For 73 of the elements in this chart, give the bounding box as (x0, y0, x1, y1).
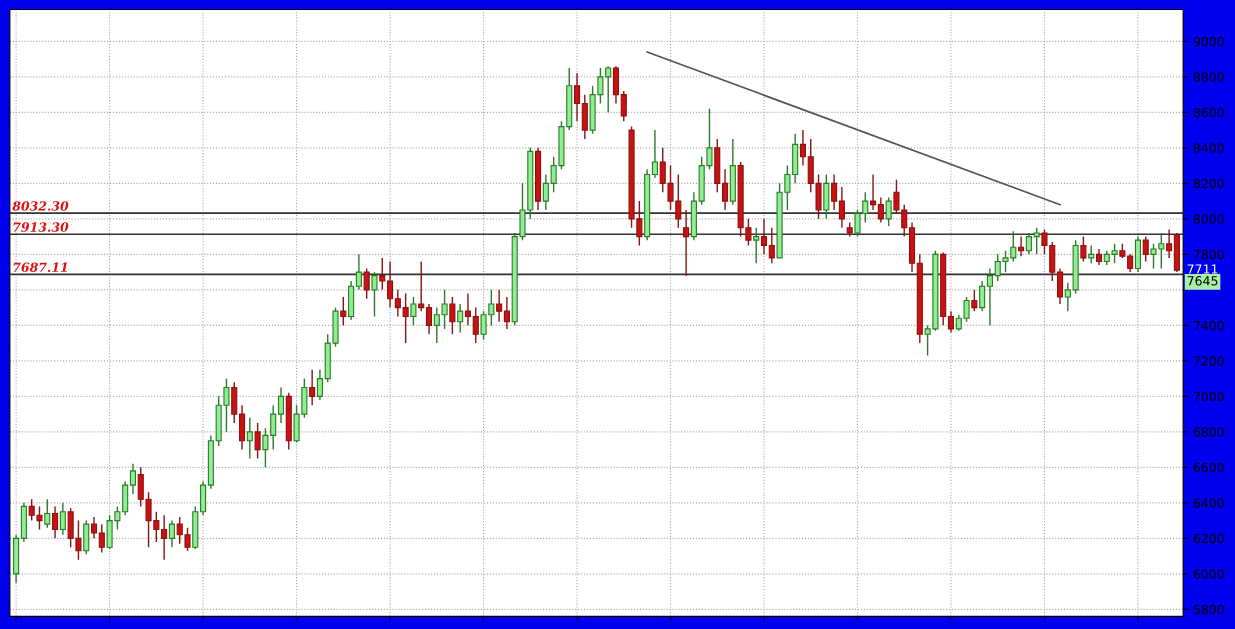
candlestick (44, 498, 51, 529)
candlestick (340, 296, 347, 327)
candlestick (379, 257, 386, 291)
y-tick-label: 7200 (1193, 356, 1224, 366)
candlestick (573, 72, 581, 122)
candlestick (418, 260, 425, 312)
candlestick (753, 227, 760, 264)
candlestick (496, 289, 503, 323)
candlestick (90, 516, 98, 540)
candlestick (1025, 232, 1032, 256)
candlestick (768, 227, 775, 264)
candlestick (1142, 235, 1149, 263)
candlestick (449, 296, 456, 335)
candlestick (425, 303, 433, 335)
ref-line-label: 7687.11 (13, 262, 67, 272)
ref-line-label: 8032.30 (12, 201, 69, 211)
y-tick-label: 6600 (1193, 462, 1224, 473)
candlestick (870, 173, 877, 211)
y-tick-label: 7800 (1193, 249, 1224, 260)
candlestick (831, 173, 838, 211)
candlestick (316, 369, 323, 401)
candlestick (620, 90, 627, 122)
candlestick (760, 218, 768, 256)
candlestick (838, 186, 845, 229)
candlestick (542, 173, 549, 211)
candlestick (52, 505, 59, 540)
candlestick (277, 386, 285, 424)
candlestick (355, 253, 362, 291)
candlestick (1033, 227, 1040, 256)
y-tick-label: 8400 (1193, 143, 1224, 153)
candlestick (363, 267, 370, 300)
candlestick (947, 310, 955, 334)
y-tick-label: 8200 (1193, 178, 1224, 189)
candlestick (722, 168, 729, 211)
candlestick (309, 369, 316, 406)
candlestick (464, 292, 472, 327)
candlestick (651, 129, 658, 179)
candlestick (472, 306, 479, 344)
y-tick-label: 6400 (1193, 498, 1224, 508)
candlestick (885, 196, 892, 227)
candlestick (59, 502, 66, 536)
candlestick (877, 196, 884, 224)
y-tick-label: 6800 (1193, 427, 1224, 437)
y-tick-label: 5800 (1193, 604, 1224, 615)
candlestick (457, 303, 464, 334)
candlestick (161, 514, 168, 561)
candlestick (387, 260, 394, 309)
y-tick-label: 6200 (1193, 533, 1224, 544)
candlestick (503, 296, 510, 330)
candlestick (683, 209, 690, 277)
y-tick-label: 8000 (1193, 214, 1224, 224)
candlestick (254, 422, 261, 460)
y-tick-label: 8800 (1193, 72, 1224, 82)
y-tick-label: 7400 (1193, 320, 1224, 331)
candlestick (129, 463, 137, 495)
y-tick-label: 8600 (1193, 107, 1224, 118)
candlestick (168, 519, 175, 548)
candlestick (1166, 228, 1173, 259)
ref-line-label: 7913.30 (13, 222, 69, 232)
candlestick (971, 289, 978, 312)
y-tick-label: 6000 (1193, 569, 1224, 579)
candlestick (799, 129, 807, 167)
y-tick-label: 9000 (1193, 36, 1224, 47)
candlestick (1080, 235, 1087, 263)
candlestick (410, 296, 417, 327)
candlestick (246, 416, 253, 460)
candlestick (986, 267, 993, 327)
candlestick (371, 271, 378, 318)
annotation: 7711 (1187, 264, 1218, 274)
candlestick (98, 523, 105, 554)
annotation: 7645 (1187, 276, 1218, 286)
candlestick (979, 280, 986, 312)
y-tick-label: 7000 (1193, 391, 1224, 402)
